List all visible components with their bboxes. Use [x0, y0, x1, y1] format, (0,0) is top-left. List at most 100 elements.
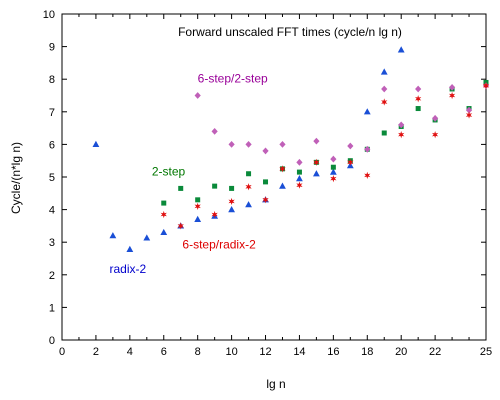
- data-point: [109, 232, 117, 239]
- data-point: [279, 141, 286, 148]
- data-point: [296, 175, 303, 182]
- data-point: [229, 185, 235, 191]
- series-annotations: radix-2 2-step 6-step/2-step 6-step/radix-2: [109, 71, 268, 276]
- y-axis-label: Cycle/(n*lg n): [9, 142, 23, 214]
- series-6-step-2-step: [194, 82, 490, 166]
- y-tick-label: 0: [49, 335, 55, 347]
- series-2-step: [161, 79, 489, 206]
- y-tick-label: 3: [49, 237, 55, 249]
- annotation-label: 6-step/radix-2: [182, 238, 256, 252]
- annotation-label: radix-2: [109, 262, 146, 276]
- data-point: [296, 158, 303, 166]
- x-tick-label: 25: [480, 346, 492, 358]
- x-tick-label: 18: [361, 346, 373, 358]
- data-point: [381, 98, 388, 106]
- data-point: [381, 85, 388, 93]
- x-tick-label: 4: [127, 346, 133, 358]
- data-point: [465, 111, 473, 119]
- data-point: [432, 131, 439, 139]
- data-point: [143, 234, 151, 241]
- data-point: [363, 108, 371, 115]
- series-6-step-radix-2: [160, 82, 490, 230]
- x-tick-label: 12: [259, 346, 271, 358]
- data-point: [228, 206, 235, 213]
- data-point: [364, 171, 371, 179]
- data-point: [160, 228, 168, 236]
- data-point: [178, 185, 184, 191]
- data-point: [126, 245, 134, 252]
- plot-border: [61, 13, 487, 341]
- data-point: [245, 141, 252, 148]
- data-point: [212, 183, 218, 189]
- y-tick-label: 4: [49, 205, 55, 217]
- data-point: [228, 141, 235, 148]
- data-point: [92, 140, 100, 147]
- data-point: [279, 165, 286, 173]
- data-point: [245, 183, 252, 191]
- data-point: [380, 68, 388, 75]
- x-axis-label: lg n: [266, 377, 285, 391]
- data-point: [313, 170, 320, 177]
- data-point: [313, 137, 320, 145]
- data-points: [92, 46, 490, 252]
- data-point: [194, 92, 201, 99]
- data-point: [279, 182, 286, 189]
- data-point: [448, 91, 456, 100]
- data-point: [347, 142, 354, 150]
- data-point: [194, 202, 201, 210]
- data-point: [245, 201, 252, 208]
- y-tick-label: 9: [49, 42, 55, 54]
- plot-area: [61, 13, 487, 341]
- data-point: [364, 145, 371, 153]
- x-tick-label: 6: [161, 346, 167, 358]
- data-point: [195, 197, 201, 203]
- data-point: [330, 164, 336, 170]
- y-tick-label: 1: [49, 302, 55, 314]
- data-point: [296, 181, 303, 189]
- annotation-label: 6-step/2-step: [198, 71, 268, 85]
- data-point: [296, 169, 302, 175]
- data-point: [211, 127, 218, 135]
- y-tick-label: 2: [49, 270, 55, 282]
- data-point: [313, 158, 320, 166]
- x-tick-label: 2: [93, 346, 99, 358]
- data-point: [415, 106, 421, 112]
- x-tick-label: 10: [225, 346, 237, 358]
- data-point: [262, 196, 269, 204]
- data-point: [398, 121, 405, 129]
- data-point: [381, 130, 387, 136]
- x-tick-label: 14: [293, 346, 305, 358]
- data-point: [465, 106, 473, 114]
- data-point: [415, 95, 422, 103]
- data-point: [211, 210, 218, 219]
- data-point: [228, 197, 235, 206]
- y-tick-label: 10: [43, 9, 55, 21]
- data-point: [160, 210, 167, 219]
- data-point: [246, 171, 252, 177]
- x-tick-label: 20: [395, 346, 407, 358]
- data-point: [194, 215, 202, 222]
- data-point: [397, 46, 405, 53]
- annotation-label: 2-step: [152, 164, 186, 178]
- x-tick-label: 22: [429, 346, 441, 358]
- y-tick-label: 6: [49, 139, 55, 151]
- data-point: [262, 147, 269, 155]
- y-tick-label: 7: [49, 107, 55, 119]
- data-point: [415, 85, 422, 93]
- y-tick-label: 8: [49, 74, 55, 86]
- data-point: [330, 175, 337, 183]
- data-point: [482, 82, 490, 90]
- x-tick-label: 8: [195, 346, 201, 358]
- data-point: [161, 200, 167, 206]
- chart-title: Forward unscaled FFT times (cycle/n lg n…: [178, 25, 402, 39]
- y-tick-label: 5: [49, 172, 55, 184]
- data-point: [398, 131, 405, 139]
- data-point: [330, 155, 337, 163]
- data-point: [263, 179, 269, 185]
- x-tick-label: 16: [327, 346, 339, 358]
- data-point: [432, 114, 439, 122]
- data-point: [177, 222, 184, 230]
- data-point: [448, 83, 456, 91]
